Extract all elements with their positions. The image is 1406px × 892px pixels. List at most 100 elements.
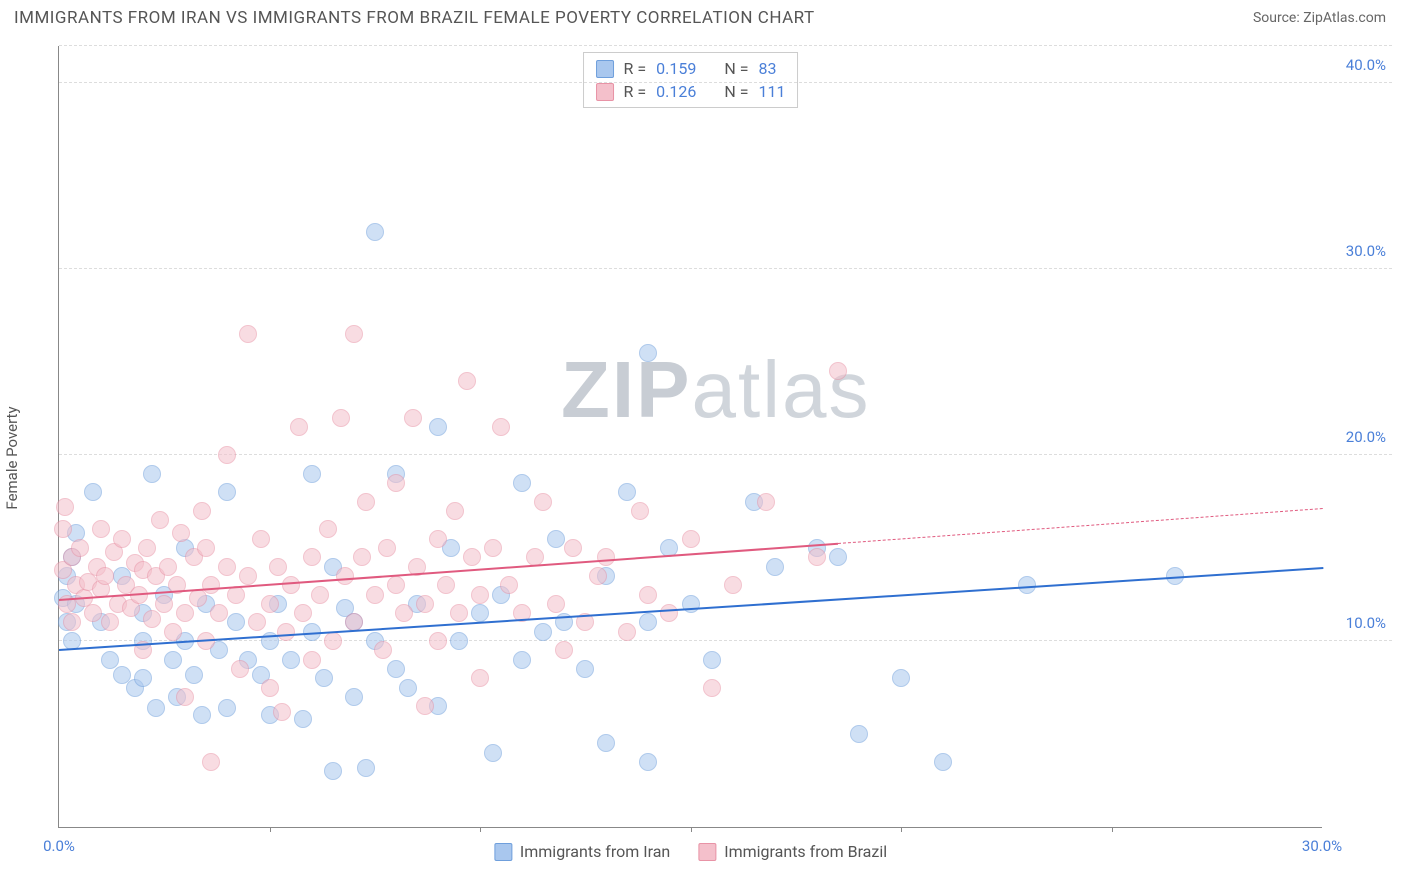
data-point <box>639 586 657 604</box>
data-point <box>471 604 489 622</box>
data-point <box>231 660 249 678</box>
data-point <box>143 610 161 628</box>
data-point <box>273 703 291 721</box>
data-point <box>500 576 518 594</box>
data-point <box>252 530 270 548</box>
x-tick-mark <box>1112 827 1113 832</box>
color-swatch <box>494 843 512 861</box>
data-point <box>176 688 194 706</box>
data-point <box>766 558 784 576</box>
gridline <box>59 640 1392 641</box>
data-point <box>534 493 552 511</box>
data-point <box>547 530 565 548</box>
data-point <box>54 520 72 538</box>
data-point <box>303 465 321 483</box>
data-point <box>513 474 531 492</box>
data-point <box>315 669 333 687</box>
data-point <box>248 613 266 631</box>
data-point <box>218 558 236 576</box>
data-point <box>172 524 190 542</box>
data-point <box>185 666 203 684</box>
y-tick-label: 40.0% <box>1346 56 1386 74</box>
data-point <box>290 418 308 436</box>
data-point <box>345 325 363 343</box>
y-tick-label: 10.0% <box>1346 614 1386 632</box>
stats-row: R = 0.126 N = 111 <box>596 80 786 103</box>
data-point <box>101 613 119 631</box>
data-point <box>311 586 329 604</box>
data-point <box>261 679 279 697</box>
data-point <box>366 586 384 604</box>
data-point <box>227 613 245 631</box>
scatter-plot: ZIPatlas R =0.159N =83R =0.126N =111 Imm… <box>58 46 1322 828</box>
x-tick-label: 30.0% <box>1302 837 1342 855</box>
data-point <box>197 539 215 557</box>
color-swatch <box>698 843 716 861</box>
data-point <box>703 651 721 669</box>
data-point <box>294 604 312 622</box>
gridline <box>59 82 1392 83</box>
data-point <box>639 753 657 771</box>
data-point <box>303 651 321 669</box>
data-point <box>294 710 312 728</box>
data-point <box>724 576 742 594</box>
stats-legend: R =0.159N =83 R = 0.126 N = 111 <box>583 52 799 108</box>
source-credit: Source: ZipAtlas.com <box>1253 10 1386 26</box>
data-point <box>387 576 405 594</box>
data-point <box>618 623 636 641</box>
data-point <box>484 744 502 762</box>
data-point <box>138 539 156 557</box>
color-swatch <box>596 60 614 78</box>
n-label: N = <box>724 82 748 101</box>
y-tick-label: 20.0% <box>1346 428 1386 446</box>
data-point <box>84 483 102 501</box>
trend-line <box>838 508 1323 544</box>
r-value: 0.126 <box>656 82 696 101</box>
data-point <box>471 669 489 687</box>
gridline <box>59 454 1392 455</box>
legend-item: Immigrants from Iran <box>494 842 670 861</box>
data-point <box>261 595 279 613</box>
data-point <box>143 465 161 483</box>
data-point <box>484 539 502 557</box>
data-point <box>597 734 615 752</box>
n-label: N = <box>724 59 748 78</box>
data-point <box>378 539 396 557</box>
data-point <box>282 651 300 669</box>
data-point <box>282 576 300 594</box>
data-point <box>303 548 321 566</box>
data-point <box>534 623 552 641</box>
data-point <box>193 706 211 724</box>
data-point <box>639 613 657 631</box>
data-point <box>429 632 447 650</box>
data-point <box>193 502 211 520</box>
stats-row: R =0.159N =83 <box>596 57 786 80</box>
watermark: ZIPatlas <box>561 344 870 436</box>
data-point <box>458 372 476 390</box>
data-point <box>84 604 102 622</box>
data-point <box>416 595 434 613</box>
data-point <box>218 446 236 464</box>
data-point <box>353 548 371 566</box>
data-point <box>829 548 847 566</box>
data-point <box>71 539 89 557</box>
color-swatch <box>596 83 614 101</box>
data-point <box>210 604 228 622</box>
chart-container: Female Poverty ZIPatlas R =0.159N =83R =… <box>14 38 1392 878</box>
data-point <box>564 539 582 557</box>
data-point <box>416 697 434 715</box>
data-point <box>682 530 700 548</box>
data-point <box>164 651 182 669</box>
data-point <box>576 660 594 678</box>
data-point <box>450 604 468 622</box>
data-point <box>159 558 177 576</box>
x-tick-mark <box>901 827 902 832</box>
data-point <box>471 586 489 604</box>
data-point <box>387 660 405 678</box>
data-point <box>555 641 573 659</box>
data-point <box>934 753 952 771</box>
n-value: 111 <box>758 82 785 101</box>
r-label: R = <box>624 82 647 101</box>
legend-label: Immigrants from Iran <box>520 842 670 861</box>
data-point <box>147 699 165 717</box>
